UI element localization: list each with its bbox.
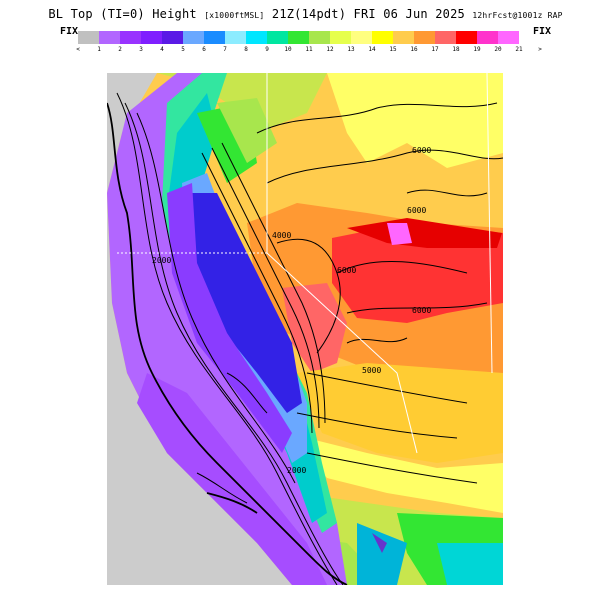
- contour-label: 2000: [287, 466, 306, 475]
- scale-tick-label: 5: [181, 46, 185, 53]
- scale-tick-label: 18: [452, 46, 460, 53]
- scale-under-label: <: [76, 46, 80, 53]
- contour-label: 2000: [152, 256, 171, 265]
- forecast-map: 6000 6000 6000 6000 5000 4000 2000 2000: [107, 73, 503, 585]
- contour-label: 5000: [362, 366, 381, 375]
- scale-tick-label: 13: [347, 46, 355, 53]
- scale-tick-label: 12: [326, 46, 334, 53]
- color-swatch: [120, 31, 141, 44]
- scale-tick-label: 11: [305, 46, 313, 53]
- map-canvas: 6000 6000 6000 6000 5000 4000 2000 2000: [107, 73, 503, 585]
- color-swatch: [225, 31, 246, 44]
- coastline: [107, 102, 348, 585]
- fix-label-left: FIX: [60, 26, 79, 37]
- scale-over-label: >: [538, 46, 542, 53]
- color-swatch: [477, 31, 498, 44]
- color-swatch: [330, 31, 351, 44]
- scale-tick-label: 14: [368, 46, 376, 53]
- color-scale-ticks: <1 2 3 4 5 6 7 8 9 10 11 12 13 14 15 16 17 18 19 20 21 >: [70, 46, 542, 56]
- contour-label: 6000: [407, 206, 426, 215]
- title-model: 12hrFcst@1001z RAP: [472, 11, 563, 20]
- color-swatch: [99, 31, 120, 44]
- scale-tick-label: 1: [97, 46, 101, 53]
- color-swatch: [78, 31, 99, 44]
- color-swatch: [288, 31, 309, 44]
- color-swatch: [414, 31, 435, 44]
- state-borders: [117, 73, 493, 454]
- fix-label-right: FIX: [533, 26, 552, 37]
- scale-tick-label: 7: [223, 46, 227, 53]
- color-swatch: [456, 31, 477, 44]
- scale-tick-label: 4: [160, 46, 164, 53]
- color-swatch: [141, 31, 162, 44]
- contour-label: 4000: [272, 231, 291, 240]
- contour-labels: 6000 6000 6000 6000 5000 4000 2000 2000: [152, 146, 431, 475]
- title-units: [x1000ftMSL]: [204, 11, 265, 20]
- color-swatch: [309, 31, 330, 44]
- color-swatch: [204, 31, 225, 44]
- color-swatch: [435, 31, 456, 44]
- scale-tick-label: 19: [473, 46, 481, 53]
- scale-tick-label: 17: [431, 46, 439, 53]
- scale-tick-label: 9: [265, 46, 269, 53]
- color-swatch: [498, 31, 519, 44]
- title-main: BL Top (TI=0) Height: [48, 7, 197, 21]
- color-scale-bar: [78, 31, 519, 44]
- color-swatch: [246, 31, 267, 44]
- contour-lines: [116, 92, 503, 585]
- scale-tick-label: 10: [284, 46, 292, 53]
- color-swatch: [372, 31, 393, 44]
- scale-tick-label: 3: [139, 46, 143, 53]
- chart-title: BL Top (TI=0) Height [x1000ftMSL] 21Z(14…: [0, 7, 611, 21]
- contour-label: 6000: [412, 306, 431, 315]
- color-swatch: [267, 31, 288, 44]
- scale-tick-label: 8: [244, 46, 248, 53]
- title-valid-time: 21Z(14pdt) FRI 06 Jun 2025: [271, 7, 465, 21]
- color-swatch: [351, 31, 372, 44]
- scale-tick-label: 21: [515, 46, 523, 53]
- scale-tick-label: 16: [410, 46, 418, 53]
- contour-label: 6000: [337, 266, 356, 275]
- scale-tick-label: 15: [389, 46, 397, 53]
- scale-tick-label: 20: [494, 46, 502, 53]
- scale-tick-label: 2: [118, 46, 122, 53]
- color-swatch: [183, 31, 204, 44]
- color-swatch: [393, 31, 414, 44]
- contour-label: 6000: [412, 146, 431, 155]
- color-swatch: [162, 31, 183, 44]
- scale-tick-label: 6: [202, 46, 206, 53]
